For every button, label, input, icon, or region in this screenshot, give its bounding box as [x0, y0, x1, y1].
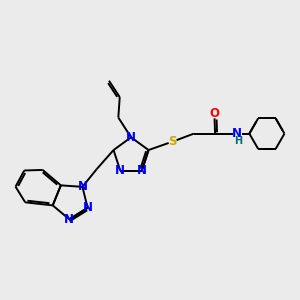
Text: N: N: [126, 131, 136, 144]
Text: S: S: [168, 135, 177, 148]
Text: N: N: [64, 213, 74, 226]
Text: H: H: [234, 136, 242, 146]
Text: N: N: [82, 201, 93, 214]
Text: N: N: [115, 164, 125, 177]
Text: N: N: [137, 164, 147, 177]
Text: N: N: [77, 180, 87, 193]
Text: O: O: [209, 107, 220, 120]
Text: N: N: [232, 127, 242, 140]
